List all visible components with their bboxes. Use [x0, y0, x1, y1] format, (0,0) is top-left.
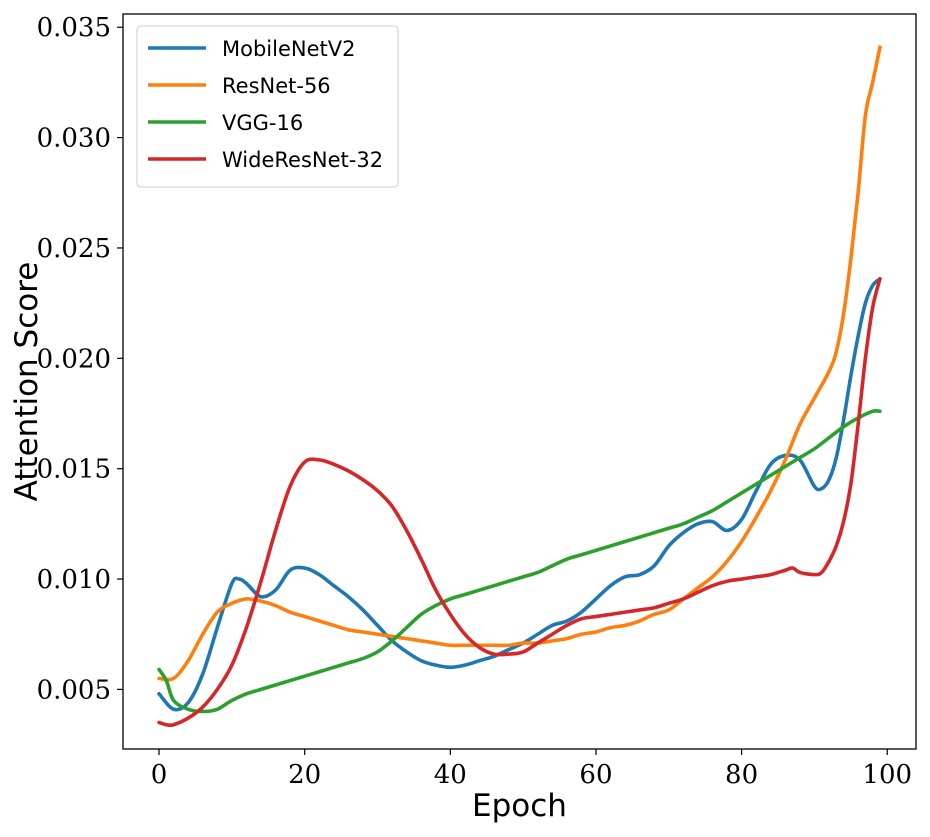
- y-tick-label: 0.035: [37, 13, 111, 43]
- series-line-resnet-56: [157, 45, 882, 682]
- series-line-wideresnet-32: [157, 277, 882, 728]
- x-tick-label: 20: [288, 760, 321, 790]
- x-axis-title: Epoch: [472, 788, 567, 824]
- legend-label-mobilenetv2: MobileNetV2: [222, 37, 355, 61]
- legend: MobileNetV2 ResNet-56 VGG-16 WideResNet-32: [136, 25, 399, 188]
- x-tick-label: 60: [579, 760, 612, 790]
- x-tick-label: 40: [434, 760, 467, 790]
- y-tick-label: 0.015: [37, 455, 111, 485]
- y-tick-label: 0.025: [37, 234, 111, 264]
- y-axis: 0.005 0.010 0.015 0.020 0.025 0.030 0.035: [37, 13, 123, 705]
- x-tick-label: 100: [862, 760, 912, 790]
- x-axis: 0 20 40 60 80 100: [151, 749, 912, 790]
- series-lines: [157, 45, 882, 728]
- y-tick-label: 0.005: [37, 675, 111, 705]
- legend-box: [136, 25, 399, 188]
- y-tick-label: 0.030: [37, 124, 111, 154]
- series-line-vgg-16: [157, 409, 882, 714]
- legend-label-vgg-16: VGG-16: [222, 111, 303, 135]
- x-tick-label: 80: [725, 760, 758, 790]
- legend-label-wideresnet-32: WideResNet-32: [222, 148, 383, 172]
- series-line-mobilenetv2: [157, 277, 882, 712]
- plot-area-frame: [122, 13, 917, 750]
- y-axis-title: Attention Score: [9, 262, 45, 502]
- x-tick-label: 0: [151, 760, 168, 790]
- y-tick-label: 0.010: [37, 565, 111, 595]
- legend-label-resnet-56: ResNet-56: [222, 74, 331, 98]
- y-tick-label: 0.020: [37, 344, 111, 374]
